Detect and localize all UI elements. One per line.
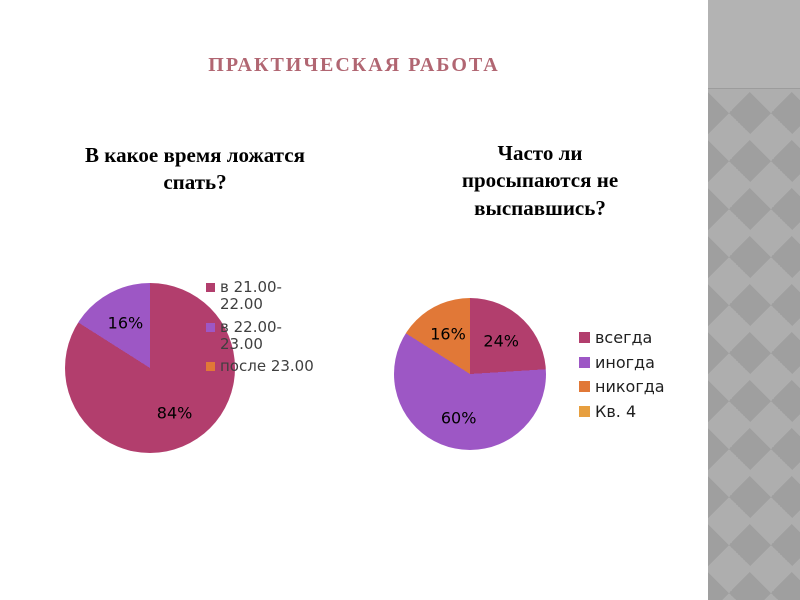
legend-sleep-time: в 21.00-22.00 в 22.00-23.00 после 23.00 (206, 278, 324, 380)
legend-swatch (579, 332, 590, 343)
pie-percent-label: 16% (107, 313, 144, 333)
chart-title-sleep-time: В какое время ложатся спать? (85, 143, 305, 195)
pie-percent-label: 16% (430, 324, 466, 344)
legend-swatch (206, 322, 215, 332)
legend-label: всегда (595, 328, 653, 347)
legend-item: иногда (579, 352, 691, 372)
legend-swatch (579, 381, 590, 393)
pie-percent-label: 60% (440, 408, 477, 428)
legend-label: в 21.00-22.00 (220, 278, 282, 314)
legend-label: после 23.00 (220, 357, 314, 375)
legend-item: в 22.00-23.00 (206, 317, 324, 354)
legend-item: после 23.00 (206, 357, 324, 375)
legend-label: никогда (595, 377, 665, 397)
side-panel-diamond-pattern (708, 89, 800, 600)
chart-title-wake-up: Часто ли просыпаются не выспавшись? (461, 141, 619, 220)
legend-item: Кв. 4 (579, 403, 691, 421)
side-panel-top-band (708, 0, 800, 89)
legend-wake-up: всегда иногда никогда Кв. 4 (579, 329, 691, 427)
legend-swatch (579, 405, 590, 417)
legend-label: Кв. 4 (595, 401, 637, 421)
legend-label: иногда (595, 352, 655, 372)
decorative-side-panel (708, 0, 800, 600)
legend-swatch (206, 283, 215, 292)
pie-percent-label: 24% (483, 331, 519, 351)
legend-swatch (579, 356, 590, 368)
pie-percent-label: 84% (156, 403, 193, 423)
legend-label: в 22.00-23.00 (220, 317, 282, 353)
legend-item: в 21.00-22.00 (206, 278, 324, 314)
legend-swatch (206, 362, 215, 371)
legend-item: всегда (579, 329, 691, 347)
slide-title: ПРАКТИЧЕСКАЯ РАБОТА (208, 54, 500, 76)
legend-item: никогда (579, 378, 691, 396)
pie-chart-wake-up: 24% 60% 16% (394, 298, 546, 450)
